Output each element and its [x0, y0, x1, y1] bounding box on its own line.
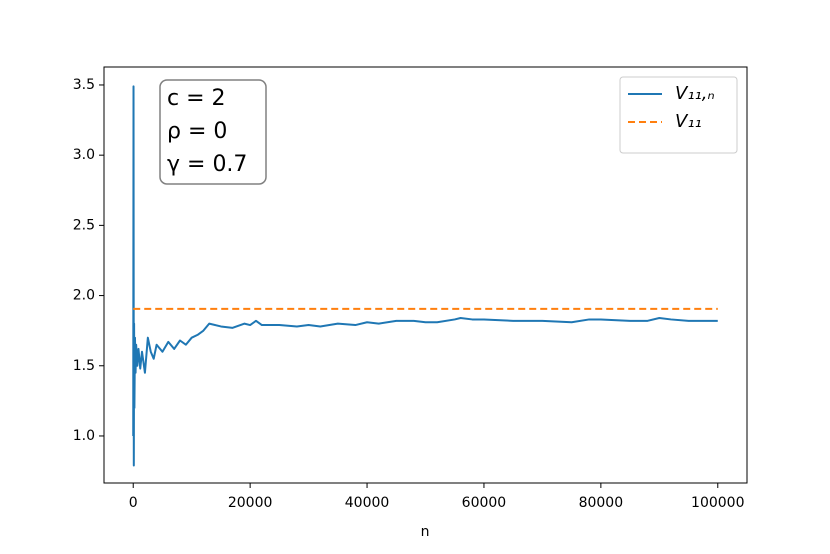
data-line [132, 85, 718, 467]
y-tick-label: 1.5 [73, 358, 95, 374]
y-tick-label: 3.5 [73, 77, 95, 93]
y-tick-label: 3.0 [73, 147, 95, 163]
x-tick-label: 80000 [579, 495, 624, 511]
legend-label: V₁₁ [675, 111, 702, 132]
annotation-text: ρ = 0 [167, 119, 227, 144]
annotation-text: γ = 0.7 [167, 152, 247, 177]
y-tick-label: 1.0 [73, 428, 95, 444]
x-tick-label: 40000 [345, 495, 390, 511]
x-tick-label: 0 [129, 495, 138, 511]
annotation-text: c = 2 [167, 86, 226, 111]
legend: V₁₁,ₙ V₁₁ [619, 76, 738, 154]
annotation-box [159, 79, 267, 185]
annotation: c = 2 ρ = 0 γ = 0.7 [159, 79, 267, 185]
axes-frame [103, 66, 748, 484]
legend-box [619, 76, 738, 154]
x-tick-label: 100000 [691, 495, 744, 511]
x-tick-label: 60000 [462, 495, 507, 511]
legend-label: V₁₁,ₙ [675, 83, 715, 104]
x-axis-label: n [421, 524, 430, 540]
x-tick-label: 20000 [228, 495, 273, 511]
y-tick-label: 2.5 [73, 217, 95, 233]
y-tick-label: 2.0 [73, 288, 95, 304]
